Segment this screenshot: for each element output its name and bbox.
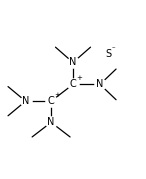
Text: --: -- xyxy=(112,45,117,50)
Text: +: + xyxy=(54,92,60,98)
Text: N: N xyxy=(69,57,77,67)
Text: +: + xyxy=(76,75,82,81)
Text: C: C xyxy=(70,79,76,89)
Text: C: C xyxy=(48,96,54,106)
Text: N: N xyxy=(96,79,104,89)
Text: N: N xyxy=(22,96,29,106)
Text: N: N xyxy=(47,117,55,127)
Text: S: S xyxy=(106,49,112,59)
